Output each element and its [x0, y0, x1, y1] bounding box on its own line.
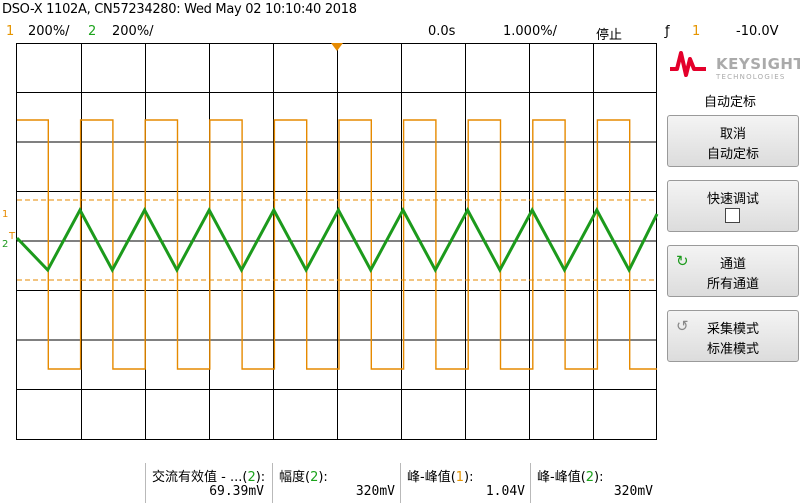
meas-label: 峰-峰值(: [537, 470, 586, 485]
meas-channel: 1: [455, 470, 465, 485]
meas-label-end: ):: [464, 470, 474, 485]
window-title: DSO-X 1102A, CN57234280: Wed May 02 10:1…: [2, 2, 357, 17]
run-state: 停止: [596, 28, 623, 43]
trigger-position-marker[interactable]: [331, 43, 343, 51]
undo-arrow-icon: ↺: [676, 317, 689, 335]
meas-channel: 2: [585, 470, 595, 485]
meas-value: 320mV: [613, 484, 653, 499]
trigger-edge-icon: ƒ: [665, 24, 670, 39]
measurement-pk-pk-ch2[interactable]: 峰-峰值(2): 320mV: [530, 463, 657, 503]
ch1-number[interactable]: 1: [6, 24, 15, 39]
softkey-sublabel: 标准模式: [706, 342, 759, 357]
time-base[interactable]: 1.000%/: [503, 24, 557, 39]
ch2-waveform: [15, 206, 659, 274]
cancel-autoscale-button[interactable]: 取消 自动定标: [667, 115, 799, 167]
ch1-waveform: [17, 119, 657, 370]
ch1-scale[interactable]: 200%/: [28, 24, 70, 39]
waveform-display[interactable]: 1 2 T: [0, 43, 660, 440]
logo-subtitle: TECHNOLOGIES: [716, 73, 786, 81]
softkey-label: 快速调试: [706, 192, 759, 207]
meas-label-end: ):: [255, 470, 266, 485]
softkey-sublabel: 所有通道: [706, 277, 759, 292]
meas-label-end: ):: [594, 470, 604, 485]
measurement-pk-pk-ch1[interactable]: 峰-峰值(1): 1.04V: [400, 463, 529, 503]
meas-label: 峰-峰值(: [407, 470, 456, 485]
softkey-label: 采集模式: [706, 322, 759, 337]
ch2-scale[interactable]: 200%/: [112, 24, 154, 39]
softkey-sublabel: 自动定标: [706, 147, 759, 162]
keysight-logo: KEYSIGHT TECHNOLOGIES: [668, 47, 800, 87]
trigger-source[interactable]: 1: [692, 24, 701, 39]
quick-setup-button[interactable]: 快速调试: [667, 180, 799, 232]
meas-label: 幅度(: [279, 470, 311, 485]
status-bar: 1 200%/ 2 200%/ 0.0s 1.000%/ 停止 ƒ 1 -10.…: [0, 21, 800, 43]
softkey-label: 取消: [719, 127, 746, 142]
ch2-ground-marker[interactable]: 2: [2, 239, 8, 250]
softkey-panel: KEYSIGHT TECHNOLOGIES 自动定标 取消 自动定标 快速调试 …: [660, 43, 800, 498]
measurement-amplitude[interactable]: 幅度(2): 320mV: [272, 463, 399, 503]
acquire-mode-button[interactable]: ↺ 采集模式 标准模式: [667, 310, 799, 362]
meas-value: 1.04V: [485, 484, 525, 499]
trigger-level-marker[interactable]: T: [8, 231, 16, 242]
softkey-label: 通道: [719, 257, 746, 272]
meas-value: 69.39mV: [209, 484, 264, 499]
keysight-wave-icon: [670, 51, 706, 77]
meas-channel: 2: [310, 470, 319, 485]
menu-title: 自动定标: [703, 95, 756, 110]
meas-label-end: ):: [318, 470, 328, 485]
measurement-ac-rms[interactable]: 交流有效值 - ...(2): 69.39mV: [145, 463, 268, 503]
meas-channel: 2: [247, 470, 256, 485]
meas-value: 320mV: [355, 484, 395, 499]
trigger-level[interactable]: -10.0V: [736, 24, 779, 39]
ch1-ground-marker[interactable]: 1: [2, 209, 8, 220]
ch2-number[interactable]: 2: [88, 24, 97, 39]
rotate-arrow-icon: ↻: [676, 252, 689, 270]
time-offset[interactable]: 0.0s: [428, 24, 456, 39]
graticule: [16, 43, 657, 440]
measurement-bar: 交流有效值 - ...(2): 69.39mV 幅度(2): 320mV 峰-峰…: [0, 463, 660, 503]
logo-wordmark: KEYSIGHT: [716, 55, 800, 73]
quick-setup-checkbox[interactable]: [725, 208, 740, 223]
channels-button[interactable]: ↻ 通道 所有通道: [667, 245, 799, 297]
meas-label: 交流有效值 - ...(: [152, 470, 248, 485]
